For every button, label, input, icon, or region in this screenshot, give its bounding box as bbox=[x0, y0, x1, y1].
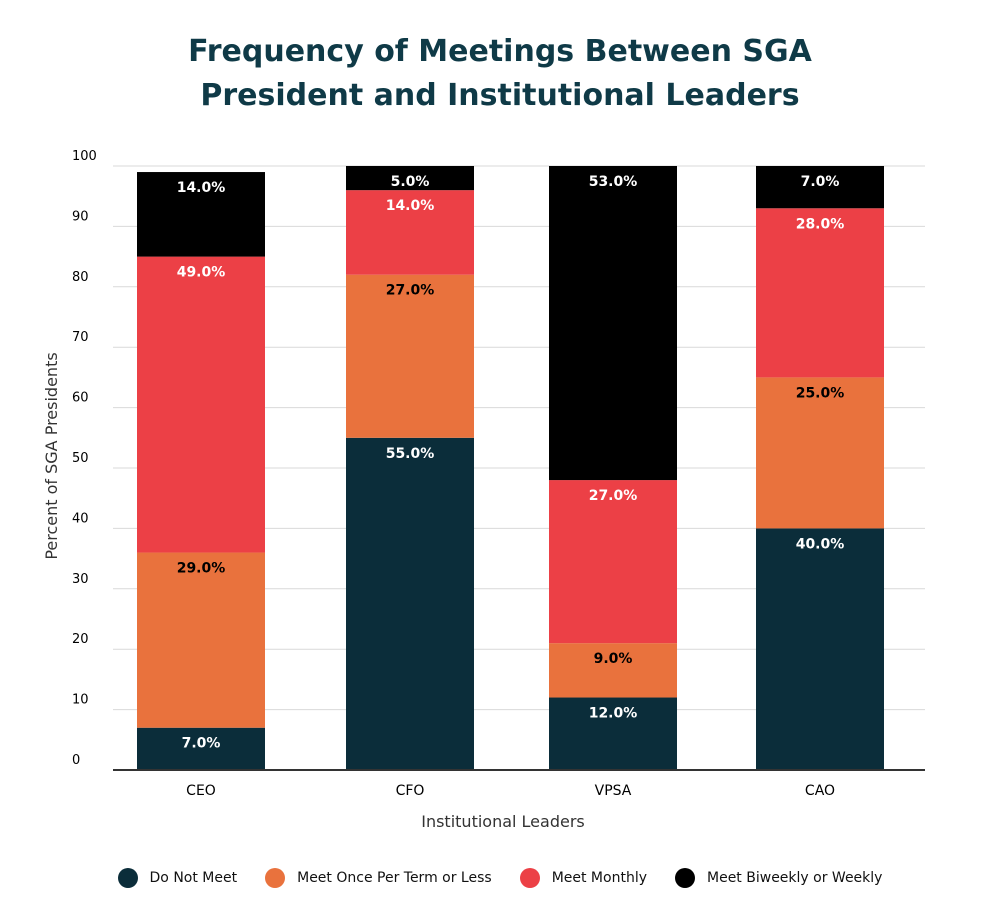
data-label-cfo-series-2: 14.0% bbox=[386, 198, 435, 214]
data-label-ceo-series-3: 14.0% bbox=[177, 180, 226, 196]
y-tick-label-90: 90 bbox=[72, 209, 89, 224]
data-label-cfo-series-3: 5.0% bbox=[391, 174, 430, 190]
chart-title-line-1: Frequency of Meetings Between SGA bbox=[188, 34, 812, 69]
chart-title: Frequency of Meetings Between SGA Presid… bbox=[0, 30, 1000, 118]
chart-plot: 0 10 20 30 40 50 60 70 80 90 100 7.0% 29.0% 49.0% 14.… bbox=[42, 149, 925, 831]
data-label-vpsa-series-2: 27.0% bbox=[589, 488, 638, 504]
bar-ceo-series-0[interactable] bbox=[137, 727, 265, 770]
data-label-cao-series-1: 25.0% bbox=[796, 385, 845, 401]
bar-vpsa-series-1[interactable] bbox=[549, 643, 677, 698]
legend-item-meet-once-per-term[interactable]: Meet Once Per Term or Less bbox=[265, 868, 492, 888]
bar-cfo-series-3[interactable] bbox=[346, 166, 474, 191]
legend-item-meet-biweekly-weekly[interactable]: Meet Biweekly or Weekly bbox=[675, 868, 882, 888]
legend-swatch-do-not-meet bbox=[117, 868, 138, 888]
y-axis-ticks: 0 10 20 30 40 50 60 70 80 90 100 bbox=[72, 149, 97, 768]
bar-ceo-series-1[interactable] bbox=[137, 552, 265, 728]
bar-cao-series-0[interactable] bbox=[756, 528, 884, 770]
x-tick-label-vpsa: VPSA bbox=[595, 783, 632, 799]
data-label-cao-series-3: 7.0% bbox=[801, 174, 840, 190]
data-label-cao-series-0: 40.0% bbox=[796, 536, 845, 552]
legend-item-do-not-meet[interactable]: Do Not Meet bbox=[117, 868, 238, 888]
y-tick-label-30: 30 bbox=[72, 572, 89, 587]
bar-ceo-series-2[interactable] bbox=[137, 256, 265, 553]
data-label-ceo-series-2: 49.0% bbox=[177, 265, 226, 281]
legend-swatch-meet-once-per-term bbox=[265, 868, 286, 888]
bar-vpsa-series-0[interactable] bbox=[549, 697, 677, 770]
bar-cao-series-2[interactable] bbox=[756, 208, 884, 378]
y-tick-label-50: 50 bbox=[72, 451, 89, 466]
bars bbox=[137, 166, 884, 770]
legend-label-meet-biweekly-weekly: Meet Biweekly or Weekly bbox=[707, 870, 883, 886]
legend-label-meet-monthly: Meet Monthly bbox=[551, 870, 647, 886]
legend-item-meet-monthly[interactable]: Meet Monthly bbox=[519, 868, 647, 888]
y-tick-label-20: 20 bbox=[72, 632, 89, 647]
data-label-vpsa-series-3: 53.0% bbox=[589, 174, 638, 190]
bar-cfo-series-0[interactable] bbox=[346, 437, 474, 770]
data-label-cao-series-2: 28.0% bbox=[796, 216, 845, 232]
bar-vpsa-series-2[interactable] bbox=[549, 480, 677, 644]
y-tick-label-70: 70 bbox=[72, 330, 89, 345]
y-tick-label-0: 0 bbox=[72, 753, 80, 768]
data-labels: 7.0% 29.0% 49.0% 14.0% 55.0% 27.0% 14.0% 5.0% 12… bbox=[177, 174, 845, 752]
x-axis-title: Institutional Leaders bbox=[421, 812, 585, 831]
legend-swatch-meet-monthly bbox=[519, 868, 540, 888]
data-label-ceo-series-1: 29.0% bbox=[177, 561, 226, 577]
y-tick-label-80: 80 bbox=[72, 270, 89, 285]
data-label-cfo-series-1: 27.0% bbox=[386, 283, 435, 299]
chart-title-line-2: President and Institutional Leaders bbox=[200, 78, 800, 113]
y-tick-label-10: 10 bbox=[72, 693, 89, 708]
y-tick-label-40: 40 bbox=[72, 511, 89, 526]
y-axis-title: Percent of SGA Presidents bbox=[42, 352, 61, 559]
data-label-ceo-series-0: 7.0% bbox=[182, 736, 221, 752]
bar-cao-series-1[interactable] bbox=[756, 377, 884, 529]
data-label-vpsa-series-0: 12.0% bbox=[589, 706, 638, 722]
bar-cfo-series-1[interactable] bbox=[346, 274, 474, 438]
y-tick-label-60: 60 bbox=[72, 391, 89, 406]
bar-cao-series-3[interactable] bbox=[756, 166, 884, 209]
x-tick-label-ceo: CEO bbox=[186, 783, 216, 799]
legend: Do Not Meet Meet Once Per Term or Less M… bbox=[0, 868, 1000, 888]
legend-label-meet-once-per-term: Meet Once Per Term or Less bbox=[297, 870, 492, 886]
data-label-vpsa-series-1: 9.0% bbox=[594, 651, 633, 667]
y-tick-label-100: 100 bbox=[72, 149, 97, 164]
x-tick-label-cfo: CFO bbox=[396, 783, 425, 799]
data-label-cfo-series-0: 55.0% bbox=[386, 446, 435, 462]
legend-swatch-meet-biweekly-weekly bbox=[675, 868, 695, 888]
legend-label-do-not-meet: Do Not Meet bbox=[149, 870, 238, 886]
bar-vpsa-series-3[interactable] bbox=[549, 166, 677, 481]
bar-cfo-series-2[interactable] bbox=[346, 190, 474, 275]
bar-ceo-series-3[interactable] bbox=[137, 172, 265, 257]
x-tick-label-cao: CAO bbox=[805, 783, 835, 799]
x-axis-categories: CEO CFO VPSA CAO bbox=[186, 783, 835, 799]
